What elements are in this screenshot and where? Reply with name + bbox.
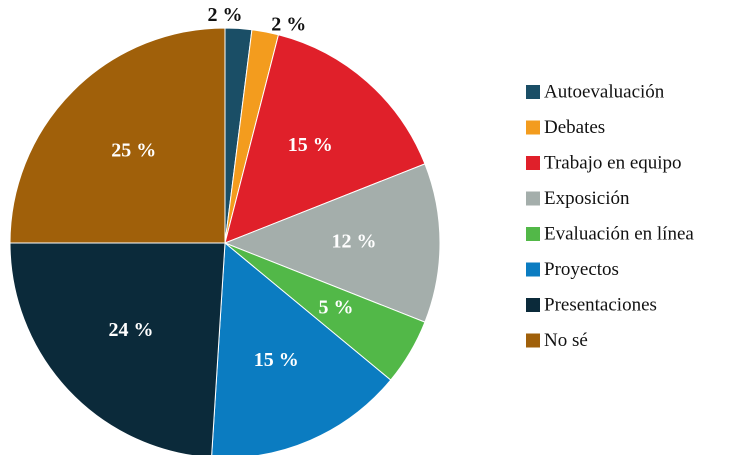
legend-swatch (526, 191, 540, 206)
legend-swatch (526, 298, 540, 312)
value-label: 2 % (271, 14, 306, 36)
pie-slice (9, 27, 226, 244)
legend-label: Trabajo en equipo (544, 152, 682, 173)
legend-label: Debates (544, 117, 605, 138)
value-label: 2 % (208, 4, 243, 26)
value-label: 15 % (288, 134, 333, 156)
pie-slice (211, 241, 392, 455)
value-label: 5 % (319, 296, 354, 318)
legend-swatch (526, 227, 540, 241)
legend-label: Exposición (544, 188, 630, 209)
legend-swatch (526, 262, 540, 277)
legend-label: Autoevaluación (544, 81, 665, 102)
legend-label: Presentaciones (544, 294, 657, 315)
legend-label: Evaluación en línea (544, 223, 694, 244)
legend-swatch (526, 120, 540, 135)
value-label: 24 % (108, 319, 153, 341)
value-label: 15 % (254, 349, 299, 371)
legend-label: No sé (544, 330, 588, 351)
pie-slice (223, 163, 441, 323)
pie-slice (9, 242, 226, 455)
pie-slice (224, 34, 426, 244)
value-label: 25 % (111, 139, 156, 161)
legend-swatch (526, 156, 540, 170)
legend-swatch (526, 85, 540, 99)
value-label: 12 % (332, 231, 377, 253)
legend-label: Proyectos (544, 259, 619, 280)
legend-swatch (526, 333, 540, 348)
